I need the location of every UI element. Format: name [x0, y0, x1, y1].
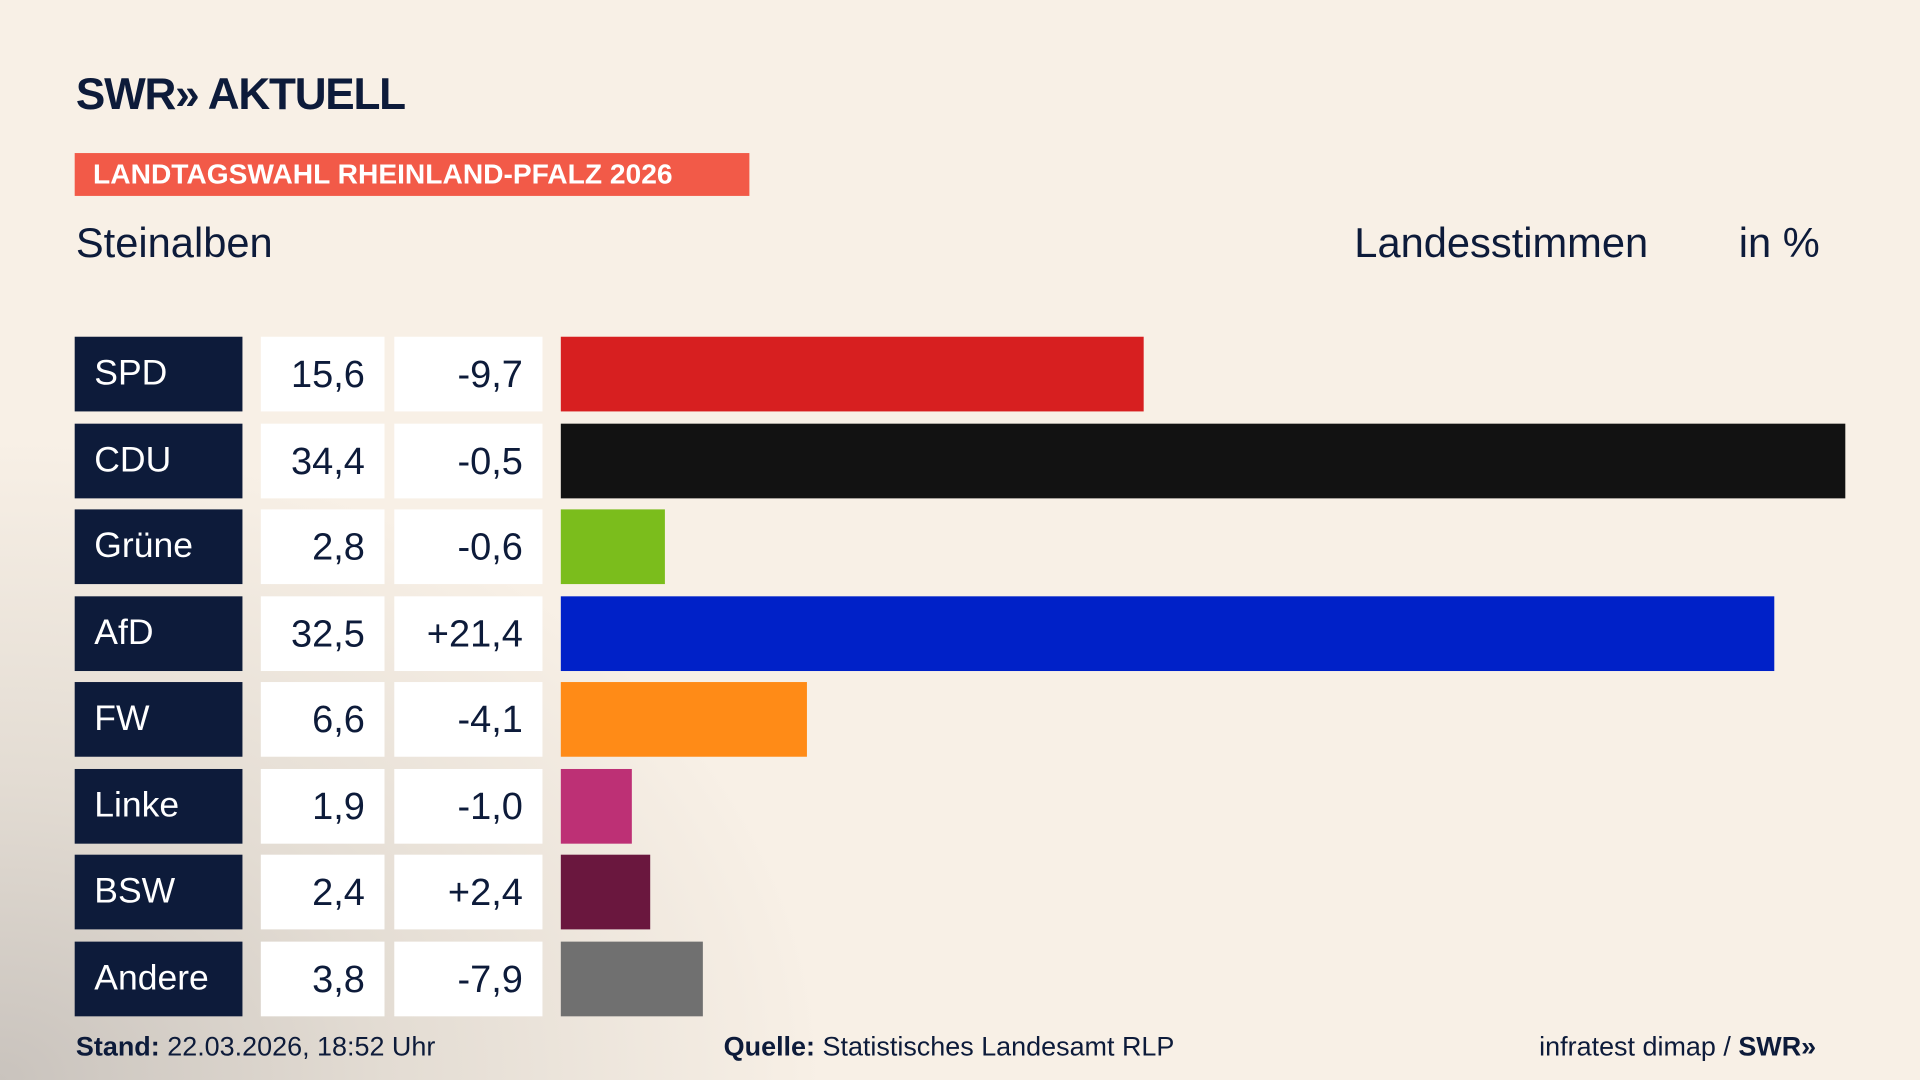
source-value: Statistisches Landesamt RLP: [822, 1031, 1175, 1062]
change-label: -9,7: [394, 336, 543, 412]
timestamp: Stand: 22.03.2026, 18:52 Uhr: [76, 1031, 435, 1063]
change-label: -0,6: [394, 509, 543, 585]
change-label: -4,1: [394, 682, 543, 757]
bar: [560, 941, 703, 1016]
value-label: 34,4: [260, 423, 385, 498]
party-label: AfD: [74, 595, 243, 671]
party-label: SPD: [74, 336, 243, 412]
source-label: Quelle:: [723, 1031, 815, 1062]
swr-aktuell-logo: SWR» AKTUELL: [75, 68, 406, 119]
value-label: 2,8: [260, 509, 385, 585]
value-label: 1,9: [260, 768, 385, 844]
party-label: Linke: [74, 768, 243, 844]
party-label: Grüne: [74, 509, 243, 585]
credit: infratest dimap / SWR»: [1539, 1031, 1816, 1063]
value-label: 32,5: [260, 595, 385, 671]
unit-label: in %: [1738, 220, 1820, 267]
party-label: BSW: [74, 854, 243, 930]
bar: [560, 336, 1144, 412]
vote-type-label: Landesstimmen: [1354, 220, 1649, 267]
party-label: Andere: [74, 941, 243, 1016]
value-label: 2,4: [260, 854, 385, 930]
value-label: 3,8: [260, 941, 385, 1016]
election-tag: LANDTAGSWAHL RHEINLAND-PFALZ 2026: [74, 153, 750, 196]
change-label: -1,0: [394, 768, 543, 844]
stand-value: 22.03.2026, 18:52 Uhr: [167, 1031, 436, 1062]
bar: [560, 595, 1775, 671]
change-label: -7,9: [394, 941, 543, 1016]
change-label: +2,4: [394, 854, 543, 930]
stand-label: Stand:: [75, 1031, 160, 1062]
credit-text: infratest dimap /: [1539, 1031, 1739, 1062]
bar: [560, 682, 808, 757]
party-label: CDU: [74, 423, 243, 498]
bar: [560, 768, 632, 844]
change-label: -0,5: [394, 423, 543, 498]
party-label: FW: [74, 682, 243, 757]
swr-logo: SWR»: [1738, 1031, 1817, 1062]
region-title: Steinalben: [75, 220, 273, 267]
change-label: +21,4: [394, 595, 543, 671]
value-label: 15,6: [260, 336, 385, 412]
bar: [560, 854, 651, 930]
bar: [560, 423, 1846, 498]
value-label: 6,6: [260, 682, 385, 757]
bar: [560, 509, 666, 585]
source: Quelle: Statistisches Landesamt RLP: [724, 1031, 1175, 1063]
